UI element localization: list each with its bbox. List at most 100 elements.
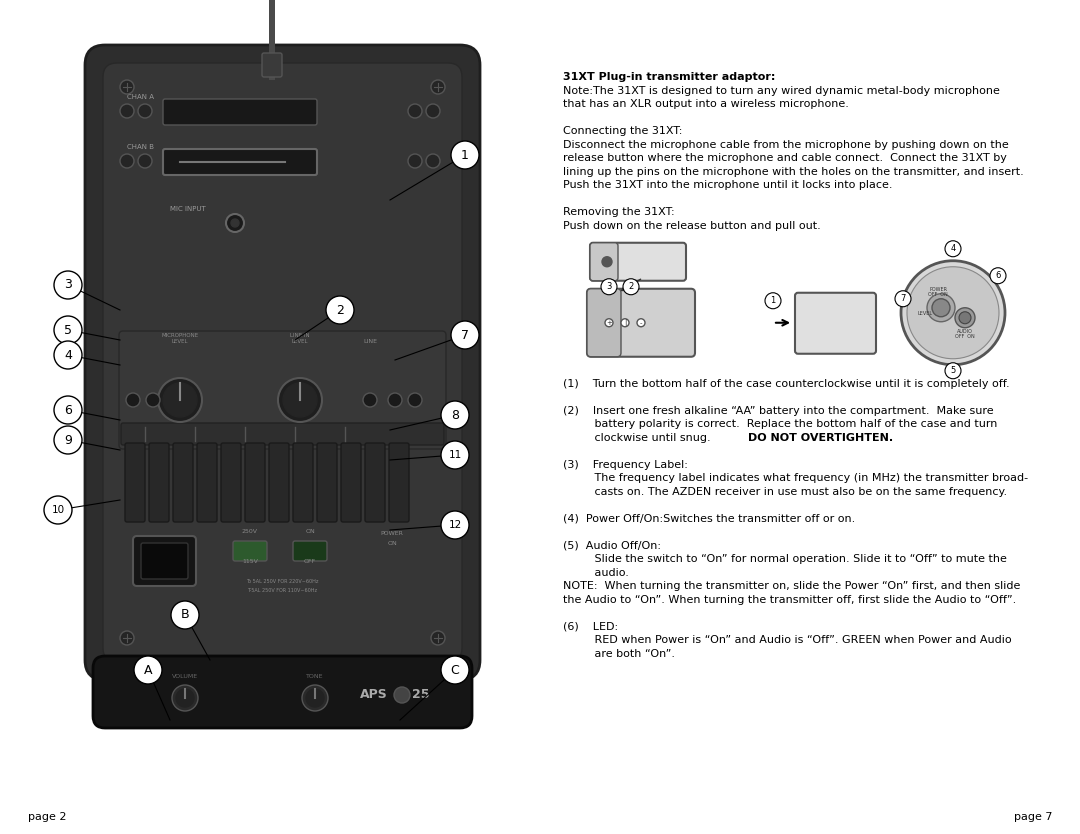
Text: CHAN B: CHAN B — [127, 144, 154, 150]
Circle shape — [278, 378, 322, 422]
Text: OFF: OFF — [303, 559, 316, 564]
Text: C: C — [450, 664, 459, 676]
Text: POWER: POWER — [380, 531, 404, 536]
Text: 5: 5 — [950, 366, 956, 375]
Text: 7: 7 — [901, 294, 906, 304]
Text: 6: 6 — [64, 404, 72, 416]
Text: 115V: 115V — [242, 559, 258, 564]
Circle shape — [120, 80, 134, 94]
FancyBboxPatch shape — [149, 443, 168, 522]
Circle shape — [54, 316, 82, 344]
Text: that has an XLR output into a wireless microphone.: that has an XLR output into a wireless m… — [563, 99, 849, 109]
Circle shape — [426, 154, 440, 168]
Circle shape — [302, 685, 328, 711]
Circle shape — [54, 396, 82, 424]
FancyBboxPatch shape — [590, 243, 618, 281]
FancyBboxPatch shape — [119, 331, 446, 449]
Circle shape — [231, 219, 239, 227]
Circle shape — [126, 393, 140, 407]
Text: 1: 1 — [770, 296, 775, 305]
FancyBboxPatch shape — [141, 543, 188, 579]
Text: (1)    Turn the bottom half of the case counterclockwise until it is completely : (1) Turn the bottom half of the case cou… — [563, 379, 1010, 389]
Circle shape — [602, 257, 612, 267]
Circle shape — [138, 154, 152, 168]
Text: 4: 4 — [950, 244, 956, 254]
Circle shape — [907, 267, 999, 359]
FancyBboxPatch shape — [341, 443, 361, 522]
Circle shape — [120, 104, 134, 118]
Text: +: + — [606, 319, 612, 326]
FancyBboxPatch shape — [121, 423, 444, 445]
FancyBboxPatch shape — [233, 541, 267, 561]
Text: VOLUME: VOLUME — [172, 674, 198, 679]
Circle shape — [120, 631, 134, 645]
Text: Slide the switch to “On” for normal operation. Slide it to “Off” to mute the: Slide the switch to “On” for normal oper… — [563, 555, 1007, 565]
Text: audio.: audio. — [563, 568, 629, 578]
FancyBboxPatch shape — [365, 443, 384, 522]
Text: 5: 5 — [64, 324, 72, 336]
Circle shape — [990, 268, 1005, 284]
Text: (5)  Audio Off/On:: (5) Audio Off/On: — [563, 540, 661, 550]
Text: A: A — [144, 664, 152, 676]
Circle shape — [441, 441, 469, 469]
Text: APS: APS — [361, 689, 388, 701]
Circle shape — [54, 426, 82, 454]
Circle shape — [146, 393, 160, 407]
Text: OFF  ON: OFF ON — [928, 292, 948, 297]
Circle shape — [765, 293, 781, 309]
Circle shape — [623, 279, 639, 294]
Text: CHAN A: CHAN A — [127, 94, 154, 100]
Text: ON: ON — [387, 541, 396, 546]
FancyBboxPatch shape — [389, 443, 409, 522]
Text: Disconnect the microphone cable from the microphone by pushing down on the: Disconnect the microphone cable from the… — [563, 139, 1009, 149]
Circle shape — [621, 319, 629, 327]
Text: casts on. The AZDEN receiver in use must also be on the same frequency.: casts on. The AZDEN receiver in use must… — [563, 487, 1008, 497]
FancyBboxPatch shape — [588, 289, 696, 357]
Text: Note:The 31XT is designed to turn any wired dynamic metal-body microphone: Note:The 31XT is designed to turn any wi… — [563, 86, 1000, 96]
Text: 2: 2 — [629, 282, 634, 291]
Text: 9: 9 — [64, 434, 72, 446]
Text: 25: 25 — [411, 689, 430, 701]
Text: AUDIO: AUDIO — [957, 329, 973, 334]
FancyBboxPatch shape — [85, 45, 480, 680]
Text: RED when Power is “On” and Audio is “Off”. GREEN when Power and Audio: RED when Power is “On” and Audio is “Off… — [563, 636, 1012, 646]
Circle shape — [637, 319, 645, 327]
Circle shape — [932, 299, 950, 317]
Circle shape — [600, 279, 617, 294]
Circle shape — [226, 214, 244, 232]
Circle shape — [441, 511, 469, 539]
Circle shape — [959, 312, 971, 324]
Text: B: B — [180, 609, 189, 621]
Text: 2: 2 — [336, 304, 343, 316]
FancyBboxPatch shape — [293, 443, 313, 522]
Circle shape — [171, 601, 199, 629]
Circle shape — [158, 378, 202, 422]
Circle shape — [120, 154, 134, 168]
Circle shape — [408, 393, 422, 407]
FancyBboxPatch shape — [318, 443, 337, 522]
Circle shape — [138, 104, 152, 118]
Text: 11: 11 — [448, 450, 461, 460]
Circle shape — [945, 241, 961, 257]
Circle shape — [54, 341, 82, 369]
Circle shape — [54, 271, 82, 299]
Text: To 5AL 250V FOR 220V~60Hz: To 5AL 250V FOR 220V~60Hz — [246, 579, 319, 584]
Circle shape — [134, 656, 162, 684]
Text: (4)  Power Off/On:Switches the transmitter off or on.: (4) Power Off/On:Switches the transmitte… — [563, 514, 855, 524]
Text: LINE: LINE — [363, 339, 377, 344]
FancyBboxPatch shape — [125, 443, 145, 522]
Circle shape — [388, 393, 402, 407]
Text: ON: ON — [306, 529, 315, 534]
Text: clockwise until snug.: clockwise until snug. — [563, 433, 714, 443]
Text: 7: 7 — [461, 329, 469, 341]
Circle shape — [163, 383, 197, 417]
Circle shape — [895, 291, 912, 307]
FancyBboxPatch shape — [221, 443, 241, 522]
FancyBboxPatch shape — [590, 243, 686, 281]
Text: 3: 3 — [64, 279, 72, 292]
Circle shape — [408, 104, 422, 118]
Circle shape — [441, 401, 469, 429]
Text: Connecting the 31XT:: Connecting the 31XT: — [563, 126, 683, 136]
Circle shape — [955, 308, 975, 328]
Circle shape — [44, 496, 72, 524]
